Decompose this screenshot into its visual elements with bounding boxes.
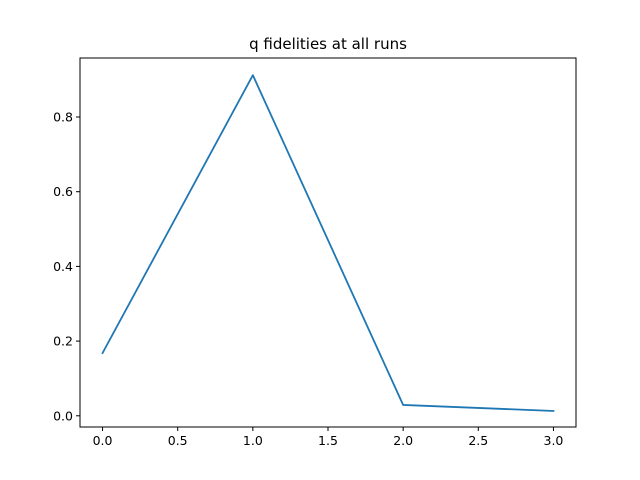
chart-title: q fidelities at all runs: [249, 35, 407, 53]
x-tick-label: 2.0: [393, 433, 413, 448]
y-axis-ticks: 0.0 0.2 0.4 0.6 0.8: [53, 110, 80, 423]
x-tick-label: 1.0: [243, 433, 263, 448]
y-tick-label: 0.8: [53, 110, 73, 125]
series-line: [101, 74, 555, 412]
x-tick-label: 0.0: [93, 433, 113, 448]
y-tick-label: 0.2: [53, 334, 73, 349]
x-tick-label: 2.5: [468, 433, 488, 448]
x-axis-ticks: 0.0 0.5 1.0 1.5 2.0 2.5 3.0: [93, 427, 564, 448]
x-tick-label: 1.5: [318, 433, 338, 448]
plot-series: [101, 74, 555, 412]
y-tick-label: 0.4: [53, 259, 73, 274]
x-tick-label: 3.0: [544, 433, 564, 448]
x-tick-label: 0.5: [168, 433, 188, 448]
y-tick-label: 0.0: [53, 408, 73, 423]
y-tick-label: 0.6: [53, 184, 73, 199]
plot-frame: [79, 57, 577, 428]
